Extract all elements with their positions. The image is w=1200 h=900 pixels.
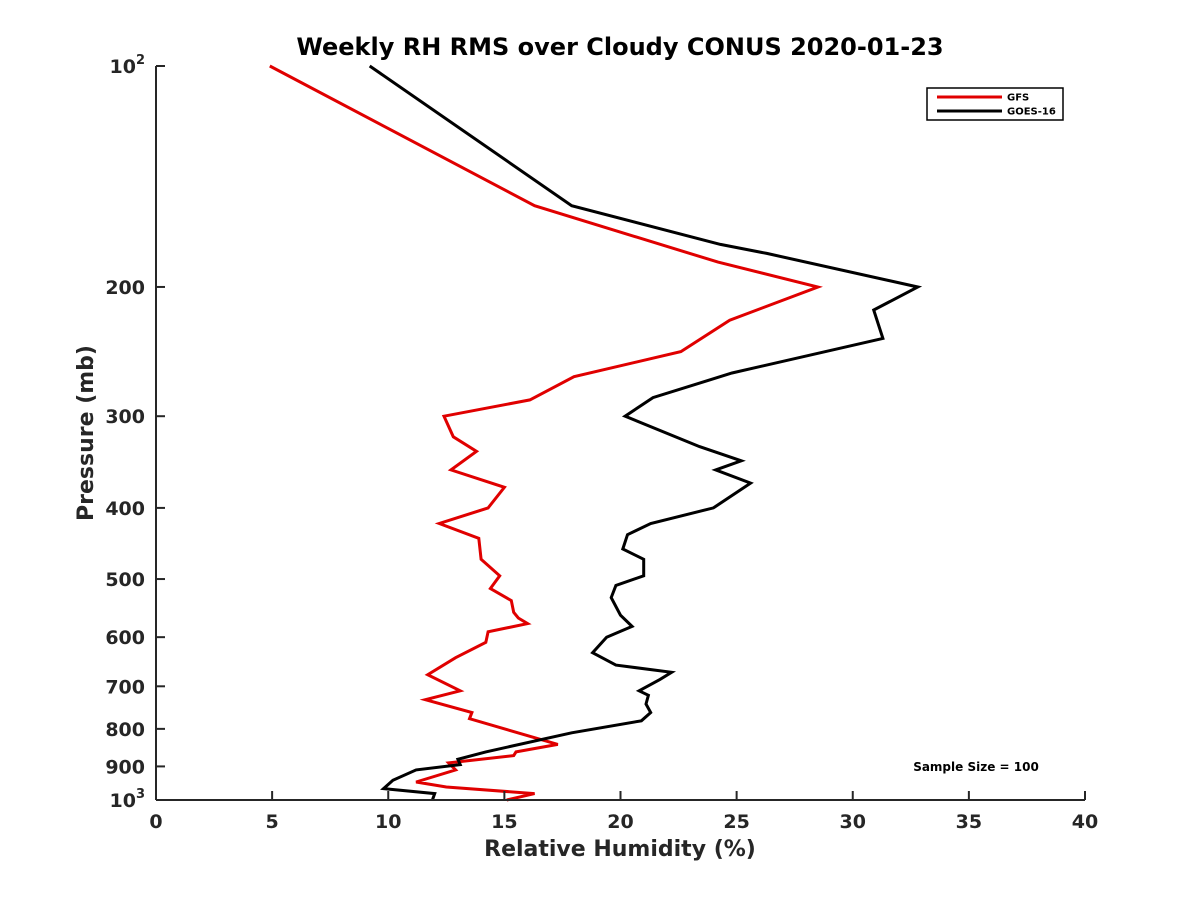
y-tick-label: 102 xyxy=(110,53,146,78)
y-tick-label: 500 xyxy=(105,569,145,591)
chart-title: Weekly RH RMS over Cloudy CONUS 2020-01-… xyxy=(296,33,943,61)
y-tick-label: 400 xyxy=(105,498,145,520)
series-layer xyxy=(269,64,923,802)
x-tick-label: 0 xyxy=(149,811,162,833)
y-tick-label: 600 xyxy=(105,627,145,649)
x-tick-label: 20 xyxy=(607,811,633,833)
axes-layer: 0 5 10 15 20 25 30 35 40 102 200 300 400 500 600 700 800… xyxy=(105,53,1098,833)
y-tick-label: 300 xyxy=(105,406,145,428)
y-tick-label: 900 xyxy=(105,756,145,778)
y-tick-label: 200 xyxy=(105,277,145,299)
y-tick-label: 700 xyxy=(105,676,145,698)
x-tick-label: 40 xyxy=(1072,811,1098,833)
x-tick-label: 30 xyxy=(840,811,866,833)
y-axis-label: Pressure (mb) xyxy=(74,345,99,521)
x-tick-label: 35 xyxy=(956,811,982,833)
y-tick-label: 800 xyxy=(105,719,145,741)
legend: GFS GOES-16 xyxy=(926,87,1064,121)
series-line-goes-16 xyxy=(368,64,923,801)
x-axis-label: Relative Humidity (%) xyxy=(484,837,756,862)
x-tick-label: 10 xyxy=(375,811,401,833)
legend-label-gfs: GFS xyxy=(1007,93,1029,104)
x-tick-label: 25 xyxy=(723,811,749,833)
y-tick-label: 103 xyxy=(110,787,146,812)
series-line-gfs xyxy=(269,64,823,802)
legend-entries: GFS GOES-16 xyxy=(937,93,1056,118)
legend-box xyxy=(926,87,1064,121)
sample-size-annotation: Sample Size = 100 xyxy=(913,760,1039,774)
x-tick-label: 5 xyxy=(266,811,279,833)
x-tick-label: 15 xyxy=(491,811,517,833)
legend-label-goes-16: GOES-16 xyxy=(1007,107,1056,118)
